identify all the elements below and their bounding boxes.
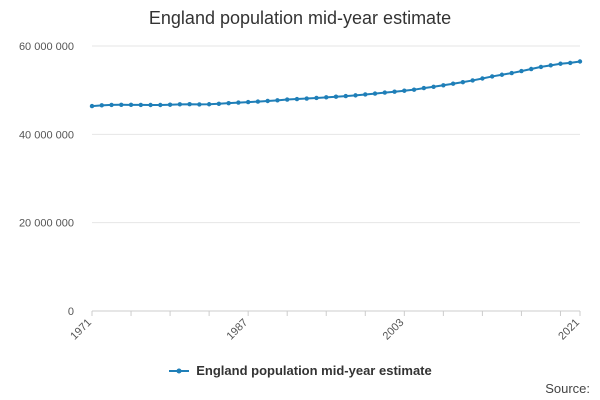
data-point[interactable] [538, 64, 544, 70]
data-point[interactable] [529, 66, 534, 72]
data-point[interactable] [372, 91, 378, 96]
x-tick-label: 2021 [556, 317, 582, 343]
x-tick-label: 2003 [381, 317, 407, 343]
data-point[interactable] [333, 94, 339, 99]
y-tick-label: 0 [68, 306, 74, 318]
data-point[interactable] [470, 78, 475, 83]
data-point[interactable] [206, 102, 212, 107]
x-tick-label: 1987 [224, 317, 250, 343]
data-point[interactable] [421, 85, 427, 91]
data-point[interactable] [265, 98, 270, 104]
data-point[interactable] [509, 70, 514, 76]
data-point[interactable] [363, 92, 368, 97]
data-point[interactable] [519, 68, 524, 74]
data-point[interactable] [177, 102, 183, 107]
series-layer [89, 59, 583, 109]
data-point[interactable] [148, 102, 153, 108]
data-point[interactable] [138, 102, 143, 108]
legend[interactable]: England population mid-year estimate [0, 363, 600, 378]
y-tick-label: 20 000 000 [19, 218, 74, 230]
data-point[interactable] [353, 93, 358, 98]
data-point[interactable] [343, 93, 348, 99]
data-point[interactable] [226, 100, 231, 106]
data-point[interactable] [382, 90, 387, 95]
data-point[interactable] [197, 102, 202, 107]
data-point[interactable] [480, 76, 485, 81]
data-point[interactable] [499, 72, 505, 77]
data-point[interactable] [450, 81, 456, 86]
data-point[interactable] [245, 99, 251, 105]
data-point[interactable] [119, 102, 124, 107]
data-point[interactable] [99, 103, 104, 108]
data-point[interactable] [314, 95, 319, 101]
y-tick-label: 60 000 000 [19, 41, 74, 53]
data-point[interactable] [411, 87, 417, 92]
data-point[interactable] [89, 103, 95, 109]
chart-title: England population mid-year estimate [148, 8, 452, 28]
data-point[interactable] [158, 102, 163, 108]
data-point[interactable] [109, 102, 114, 108]
data-point[interactable] [285, 97, 290, 102]
data-point[interactable] [441, 83, 446, 88]
data-point[interactable] [548, 63, 553, 68]
data-point[interactable] [167, 102, 173, 107]
series-line [91, 60, 581, 108]
data-point[interactable] [304, 96, 309, 101]
data-point[interactable] [489, 74, 495, 79]
data-point[interactable] [431, 84, 436, 89]
data-point[interactable] [577, 59, 583, 64]
data-point[interactable] [294, 96, 300, 102]
source-label: Source: [545, 381, 590, 396]
data-point[interactable] [216, 101, 222, 107]
data-point[interactable] [392, 89, 397, 94]
axes: 0 20 000 000 40 000 000 60 000 000 1971 1987 2… [19, 41, 582, 342]
data-point[interactable] [558, 61, 563, 66]
gridlines [92, 45, 580, 312]
data-point[interactable] [460, 79, 466, 85]
data-point[interactable] [128, 102, 134, 108]
data-point[interactable] [255, 99, 261, 104]
data-point[interactable] [187, 102, 192, 107]
data-point[interactable] [324, 95, 329, 100]
y-tick-label: 40 000 000 [19, 129, 74, 141]
data-point[interactable] [275, 98, 280, 103]
data-point[interactable] [568, 60, 573, 66]
legend-line-marker-icon [169, 368, 190, 373]
data-point[interactable] [236, 100, 241, 105]
x-tick-label: 1971 [68, 317, 94, 343]
legend-label: England population mid-year estimate [196, 363, 432, 378]
data-point[interactable] [402, 88, 407, 93]
